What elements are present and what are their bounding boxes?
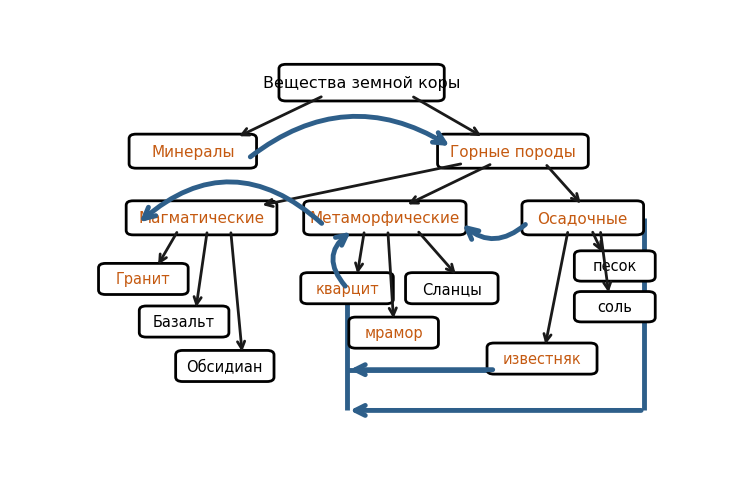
- Text: известняк: известняк: [502, 351, 581, 366]
- Text: соль: соль: [597, 300, 632, 314]
- Text: кварцит: кварцит: [315, 281, 379, 296]
- FancyBboxPatch shape: [301, 273, 394, 304]
- FancyBboxPatch shape: [139, 306, 229, 337]
- Text: Магматические: Магматические: [138, 211, 264, 226]
- Text: Горные породы: Горные породы: [450, 144, 576, 159]
- Text: мрамор: мрамор: [364, 325, 423, 340]
- FancyBboxPatch shape: [438, 135, 588, 169]
- FancyBboxPatch shape: [575, 251, 655, 282]
- FancyBboxPatch shape: [303, 202, 466, 235]
- FancyBboxPatch shape: [98, 264, 189, 295]
- Text: Гранит: Гранит: [116, 272, 170, 287]
- Text: Вещества земной коры: Вещества земной коры: [263, 76, 460, 91]
- Text: Осадочные: Осадочные: [538, 211, 628, 226]
- Text: Базальт: Базальт: [153, 314, 215, 329]
- FancyBboxPatch shape: [348, 317, 439, 348]
- FancyBboxPatch shape: [279, 65, 445, 102]
- FancyBboxPatch shape: [406, 273, 498, 304]
- Text: Минералы: Минералы: [151, 144, 234, 159]
- Text: Сланцы: Сланцы: [422, 281, 481, 296]
- FancyBboxPatch shape: [129, 135, 257, 169]
- Text: Обсидиан: Обсидиан: [186, 359, 263, 374]
- Text: песок: песок: [593, 259, 637, 274]
- FancyBboxPatch shape: [522, 202, 644, 235]
- FancyBboxPatch shape: [126, 202, 277, 235]
- Text: Метаморфические: Метаморфические: [309, 211, 460, 226]
- FancyBboxPatch shape: [176, 351, 274, 382]
- FancyBboxPatch shape: [487, 343, 597, 374]
- FancyBboxPatch shape: [575, 292, 655, 322]
